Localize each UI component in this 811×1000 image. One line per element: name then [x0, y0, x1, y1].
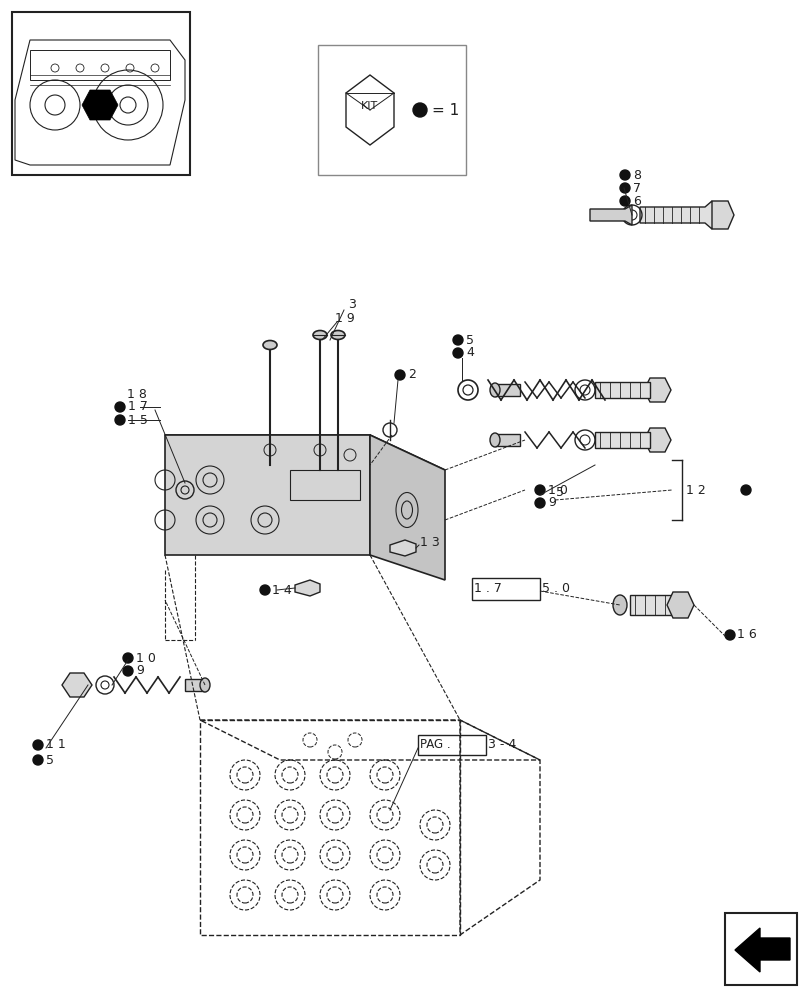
Text: 1 0: 1 0 [135, 652, 156, 664]
Bar [471, 578, 539, 600]
Text: 9: 9 [547, 496, 556, 510]
Polygon shape [594, 432, 649, 448]
Polygon shape [389, 540, 415, 556]
Text: 3: 3 [348, 298, 355, 312]
Text: PAG .: PAG . [419, 738, 450, 752]
Polygon shape [82, 90, 118, 120]
Polygon shape [165, 435, 370, 555]
Ellipse shape [489, 433, 500, 447]
Text: 5: 5 [46, 754, 54, 766]
Circle shape [33, 755, 43, 765]
Text: 1 8: 1 8 [127, 387, 147, 400]
Bar [318, 45, 466, 175]
Text: 1 3: 1 3 [419, 536, 440, 550]
Ellipse shape [612, 595, 626, 615]
Circle shape [122, 653, 133, 663]
Circle shape [534, 485, 544, 495]
Polygon shape [643, 378, 670, 402]
Ellipse shape [331, 330, 345, 340]
Bar [418, 735, 486, 755]
Circle shape [33, 740, 43, 750]
Ellipse shape [263, 340, 277, 350]
Text: 3 - 4: 3 - 4 [487, 738, 516, 752]
Circle shape [394, 370, 405, 380]
Text: 1 4: 1 4 [272, 584, 291, 596]
Text: 2: 2 [407, 368, 415, 381]
Polygon shape [590, 205, 631, 225]
Text: = 1: = 1 [431, 103, 459, 118]
Circle shape [453, 335, 462, 345]
Circle shape [620, 196, 629, 206]
Bar [724, 913, 796, 985]
Polygon shape [165, 435, 444, 470]
Polygon shape [495, 434, 519, 446]
Circle shape [453, 348, 462, 358]
Polygon shape [294, 580, 320, 596]
Polygon shape [643, 428, 670, 452]
Circle shape [122, 666, 133, 676]
Circle shape [115, 402, 125, 412]
Text: 1 0: 1 0 [547, 484, 567, 496]
Polygon shape [666, 592, 693, 618]
Bar [12, 12, 190, 175]
Circle shape [260, 585, 270, 595]
Text: 1 9: 1 9 [335, 312, 354, 324]
Text: 6: 6 [633, 195, 640, 208]
Bar [30, 50, 169, 80]
Text: 9: 9 [135, 664, 144, 678]
Circle shape [620, 170, 629, 180]
Polygon shape [370, 435, 444, 580]
Polygon shape [639, 201, 711, 229]
Text: 5: 5 [556, 487, 564, 499]
Ellipse shape [312, 330, 327, 340]
Polygon shape [705, 201, 733, 229]
Circle shape [115, 415, 125, 425]
Polygon shape [594, 382, 649, 398]
Text: 1 1: 1 1 [46, 738, 66, 752]
Text: 1 2: 1 2 [685, 484, 705, 496]
Text: 1 6: 1 6 [736, 628, 756, 642]
Text: 8: 8 [633, 169, 640, 182]
Text: KIT: KIT [361, 101, 378, 111]
Circle shape [740, 485, 750, 495]
Ellipse shape [200, 678, 210, 692]
Text: 1 5: 1 5 [128, 414, 148, 426]
Text: 4: 4 [466, 347, 474, 360]
Polygon shape [629, 595, 674, 615]
Text: 1 . 7: 1 . 7 [474, 582, 501, 595]
Circle shape [413, 103, 427, 117]
Circle shape [534, 498, 544, 508]
Polygon shape [62, 673, 92, 697]
Bar [290, 470, 359, 500]
Text: 1 7: 1 7 [128, 400, 148, 414]
Ellipse shape [489, 383, 500, 397]
Polygon shape [734, 928, 789, 972]
Polygon shape [495, 384, 519, 396]
Text: 7: 7 [633, 182, 640, 195]
Circle shape [724, 630, 734, 640]
Text: 5: 5 [466, 334, 474, 347]
Text: 5 . 0: 5 . 0 [541, 582, 569, 595]
Circle shape [620, 183, 629, 193]
Polygon shape [185, 679, 204, 691]
